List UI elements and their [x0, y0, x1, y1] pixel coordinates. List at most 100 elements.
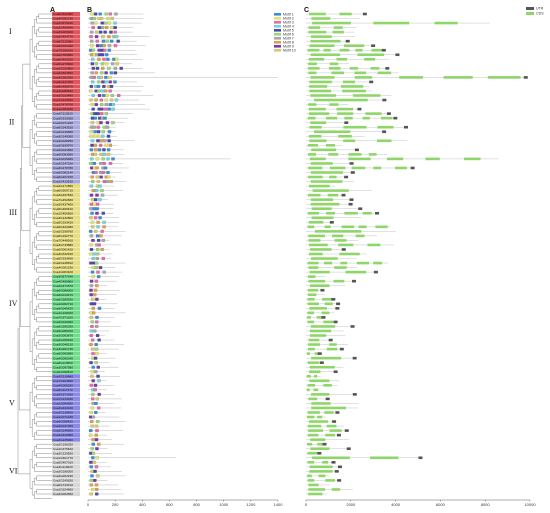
gene-label: Csa7G403690 — [53, 379, 73, 383]
motif-box — [97, 442, 101, 446]
motif-box — [89, 460, 93, 464]
motif-box — [91, 57, 95, 61]
cds-box — [306, 352, 310, 355]
gene-label: Csa3G280030 — [53, 325, 73, 329]
gene-label: Csa4G480860 — [53, 279, 73, 283]
gene-label: Csa1G032800 — [53, 66, 73, 70]
gene-label: Csa3G031490 — [53, 44, 73, 48]
motif-legend-label: Motif 10 — [283, 48, 296, 52]
utr-box — [331, 297, 336, 301]
cds-box — [309, 334, 327, 337]
cds-box — [328, 153, 339, 156]
cds-box — [308, 71, 317, 75]
cds-box — [307, 424, 322, 428]
motif-box — [94, 343, 98, 347]
motif-box — [97, 306, 102, 310]
motif-box — [93, 112, 97, 116]
utr-box — [344, 429, 349, 432]
motif-box — [110, 17, 114, 20]
gene-label: Csa6G061420 — [53, 248, 73, 252]
cds-box — [443, 76, 473, 79]
motif-box — [90, 474, 94, 478]
motif-box — [104, 112, 109, 116]
cds-box — [339, 12, 352, 16]
cds-box — [362, 211, 372, 215]
utr-box — [381, 48, 386, 52]
utr-box — [332, 420, 337, 423]
motif-box — [99, 171, 103, 174]
cds-box — [354, 71, 367, 75]
gene-label-box — [52, 274, 80, 279]
gene-label: Csa7G452830 — [53, 198, 73, 202]
motif-box — [91, 261, 96, 265]
gene-label-box — [52, 306, 80, 311]
motif-box — [94, 229, 98, 233]
cds-box — [309, 370, 321, 374]
gene-label-box — [52, 265, 80, 270]
gene-label-box — [52, 356, 80, 361]
cds-box — [364, 57, 376, 61]
motif-box — [90, 220, 95, 224]
utr-box — [358, 207, 363, 211]
gene-label: Csa1G413510 — [53, 180, 73, 184]
gene-label: Csa7G448910 — [53, 239, 73, 243]
gene-label: Csa5G117470 — [53, 388, 73, 392]
utr-box — [322, 442, 327, 446]
motif-box — [95, 193, 99, 197]
gene-label: Csa4G041890 — [53, 148, 73, 152]
motif-box — [101, 257, 105, 260]
utr-box — [352, 393, 357, 396]
cds-box — [386, 157, 404, 161]
motif-box — [90, 175, 94, 179]
cds-box — [325, 479, 335, 482]
motif-box — [89, 343, 93, 347]
gene-label-box — [52, 473, 80, 478]
structure-legend-label: UTR — [536, 7, 544, 11]
utr-box — [352, 356, 357, 360]
motif-box — [109, 180, 113, 183]
motif-box — [93, 143, 98, 147]
motif-panel — [88, 12, 278, 496]
cds-box — [377, 125, 394, 129]
motif-box — [90, 420, 94, 423]
cds-box — [349, 67, 359, 70]
gene-label-box — [52, 170, 80, 175]
gene-label-box — [52, 184, 80, 189]
motif-box — [89, 492, 93, 496]
gene-label: Csa6G500710 — [53, 189, 73, 193]
motif-box — [91, 238, 95, 242]
utr-box — [341, 248, 346, 251]
cds-box — [365, 112, 382, 115]
cds-box — [334, 266, 347, 269]
gene-label-box — [52, 378, 80, 383]
cds-box — [309, 12, 326, 16]
gene-label: Csa5G193420 — [53, 220, 73, 224]
utr-box — [369, 80, 374, 84]
gene-label-box — [52, 328, 80, 334]
motif-box — [99, 121, 103, 125]
gene-label: Csa3G048120 — [53, 343, 73, 347]
gene-label: Csa3G110320 — [53, 112, 73, 116]
motif-box — [91, 365, 95, 369]
motif-box — [93, 12, 98, 16]
gene-label-box — [52, 337, 80, 343]
clade-label: VI — [9, 466, 18, 475]
gene-label: Csa3G146560 — [53, 429, 73, 433]
motif-box — [89, 216, 93, 220]
cds-box — [348, 153, 362, 156]
cds-box — [307, 433, 319, 437]
gene-label-box — [52, 88, 80, 94]
clade-label: IV — [9, 299, 18, 308]
gene-label-box — [52, 206, 80, 211]
motif-box — [100, 229, 104, 233]
motif-box — [96, 374, 100, 378]
motif-box — [100, 189, 104, 193]
motif-box — [96, 270, 100, 274]
cds-box — [309, 284, 330, 287]
cds-box — [308, 239, 321, 242]
cds-box — [348, 157, 371, 161]
utr-box — [341, 193, 346, 197]
cds-box — [307, 479, 315, 482]
motif-box — [97, 26, 101, 30]
gene-label-box — [52, 242, 80, 248]
